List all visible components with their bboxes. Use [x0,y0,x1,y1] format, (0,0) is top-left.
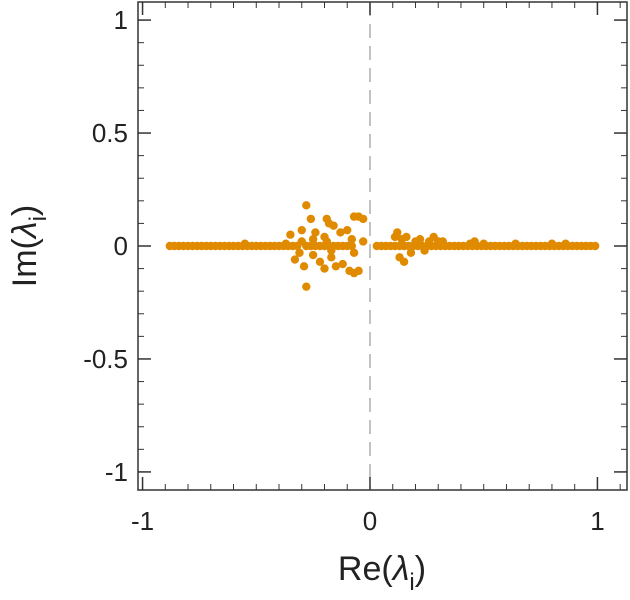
data-point [329,221,338,230]
data-point [349,248,359,257]
y-tick-label: 1 [114,5,128,35]
data-point [393,228,402,237]
x-tick-labels: -1 0 1 [131,506,605,536]
y-axis-label-symbol: λ [6,221,44,240]
data-point [322,214,331,224]
x-axis-label-symbol: λ [391,550,410,588]
data-point [295,248,304,257]
major-ticks [138,2,627,490]
y-tick-label: 0.5 [92,118,128,148]
data-points [165,201,600,291]
data-point [590,241,600,251]
data-point [320,232,329,242]
data-point [311,228,320,237]
x-axis-label-subscript: i [409,569,414,596]
data-point [302,282,311,291]
data-point [420,246,429,255]
y-axis-label: Im(λi) [6,205,52,288]
x-tick-label: 1 [590,506,604,536]
data-point [336,228,345,237]
y-axis-label-prefix: Im( [6,237,44,287]
data-point [470,237,479,246]
data-point [358,237,368,246]
data-point [347,235,356,244]
data-point [358,214,368,224]
x-tick-label: 0 [363,506,377,536]
data-point [479,239,488,248]
data-point [415,235,425,244]
data-point [297,225,306,235]
data-point [399,257,409,267]
x-axis-label-suffix: ) [415,550,426,588]
data-point [286,230,295,239]
data-point [338,259,347,269]
data-point [343,225,352,235]
y-tick-label: 0 [114,231,128,261]
data-point [402,232,411,242]
data-point [438,237,447,246]
data-point [406,248,416,257]
y-axis-label-suffix: ) [6,205,44,216]
data-point [327,253,336,262]
data-point [347,241,356,251]
y-axis-label-subscript: i [25,216,52,221]
data-point [331,262,341,271]
data-point [511,239,520,248]
data-point [547,239,557,248]
x-tick-label: -1 [131,506,154,536]
data-point [315,257,325,267]
data-point [320,264,329,273]
y-tick-label: -0.5 [83,344,128,374]
y-tick-labels: -1 -0.5 0 0.5 1 [83,5,128,487]
y-tick-label: -1 [105,457,128,487]
data-point [308,235,318,244]
data-point [302,201,311,210]
x-axis-label: Re(λi) [338,550,426,596]
data-point [306,214,316,224]
data-point [308,250,318,260]
data-point [354,266,363,276]
data-point [299,262,309,271]
data-point [561,239,570,248]
x-axis-label-prefix: Re( [338,550,393,588]
data-point [290,255,300,264]
